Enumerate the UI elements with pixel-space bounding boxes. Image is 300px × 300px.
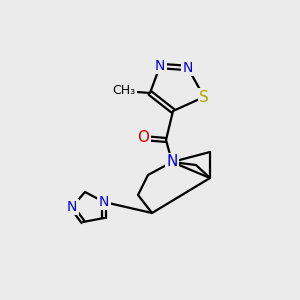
Text: S: S	[199, 89, 209, 104]
Text: O: O	[137, 130, 149, 146]
Text: N: N	[99, 195, 109, 209]
Text: N: N	[166, 154, 178, 169]
Text: N: N	[183, 61, 193, 75]
Text: CH₃: CH₃	[112, 85, 136, 98]
Text: N: N	[155, 59, 165, 73]
Text: N: N	[67, 200, 77, 214]
